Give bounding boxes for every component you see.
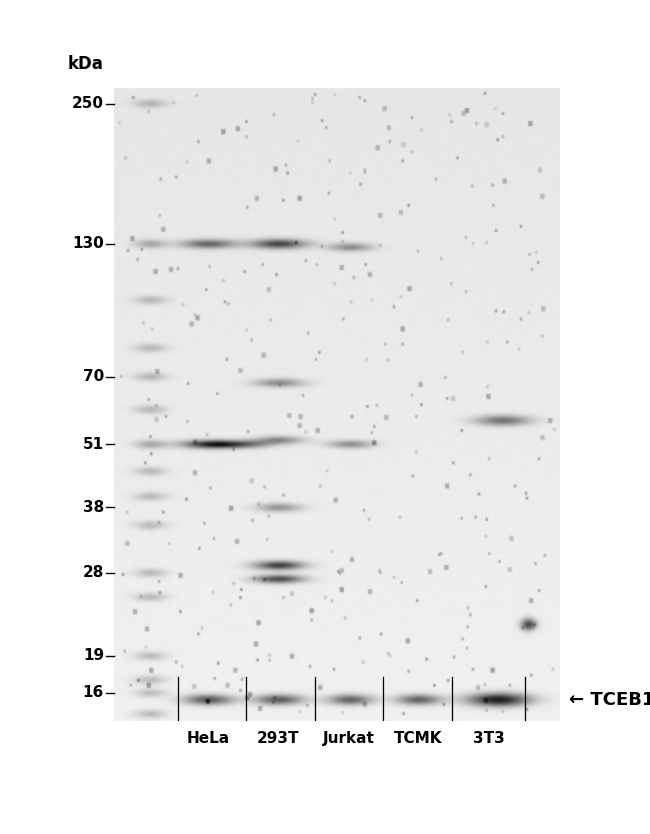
Text: HeLa: HeLa [187, 731, 229, 746]
Text: 293T: 293T [257, 731, 300, 746]
Text: 19: 19 [83, 648, 104, 663]
Text: ← TCEB1: ← TCEB1 [569, 691, 650, 709]
Text: 130: 130 [72, 237, 104, 252]
Text: 28: 28 [83, 565, 104, 580]
Text: TCMK: TCMK [393, 731, 442, 746]
Text: 16: 16 [83, 686, 104, 701]
Text: 250: 250 [72, 97, 104, 112]
Text: 3T3: 3T3 [473, 731, 504, 746]
Text: 38: 38 [83, 500, 104, 515]
Text: kDa: kDa [68, 54, 104, 73]
Text: 70: 70 [83, 369, 104, 384]
Text: 51: 51 [83, 437, 104, 452]
Text: Jurkat: Jurkat [323, 731, 375, 746]
